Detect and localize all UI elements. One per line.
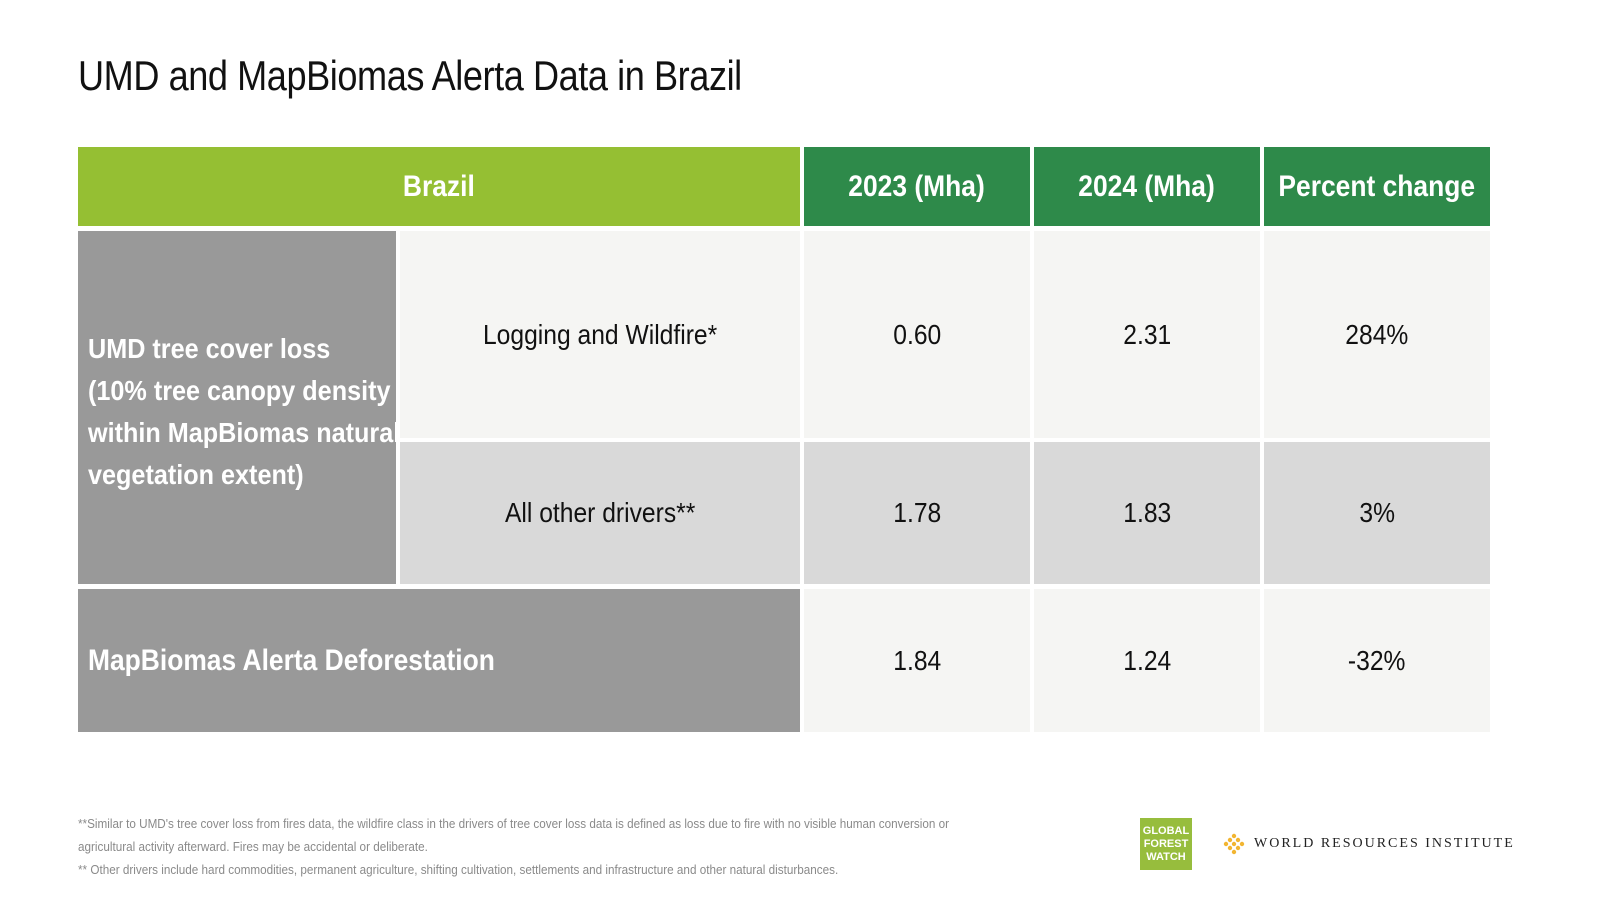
row-mapbiomas-label: MapBiomas Alerta Deforestation	[88, 643, 495, 677]
header-percent-change-label: Percent change	[1278, 169, 1476, 203]
page-title: UMD and MapBiomas Alerta Data in Brazil	[78, 52, 742, 99]
wri-logo: WORLD RESOURCES INSTITUTE	[1222, 832, 1515, 856]
row-other-2023: 1.78	[893, 497, 941, 528]
table-cell: 2.31	[1034, 231, 1260, 438]
row-mapbiomas-2024: 1.24	[1123, 644, 1171, 676]
gfw-logo-line-1: GLOBAL	[1142, 824, 1190, 837]
row-mapbiomas-pct: -32%	[1348, 644, 1406, 676]
table-cell: 1.24	[1034, 589, 1260, 732]
table-row-label: All other drivers**	[400, 442, 800, 584]
row-other-2024: 1.83	[1123, 497, 1171, 528]
header-2023: 2023 (Mha)	[804, 147, 1030, 226]
footnote-1a: **Similar to UMD's tree cover loss from …	[78, 816, 950, 831]
row-logging-pct: 284%	[1345, 318, 1409, 350]
footnotes: **Similar to UMD's tree cover loss from …	[78, 812, 1078, 881]
table-row-label: Logging and Wildfire*	[400, 231, 800, 438]
row-other-pct: 3%	[1359, 497, 1395, 528]
umd-label-line-2: (10% tree canopy density	[88, 374, 391, 406]
row-logging-label: Logging and Wildfire*	[482, 318, 718, 350]
umd-label-line-3: within MapBiomas natural	[88, 416, 401, 448]
header-brazil-label: Brazil	[403, 169, 475, 203]
row-other-label: All other drivers**	[504, 497, 696, 528]
wri-emblem-icon	[1223, 833, 1245, 855]
row-logging-2024: 2.31	[1123, 318, 1171, 350]
table-cell: -32%	[1264, 589, 1490, 732]
row-mapbiomas-2023: 1.84	[893, 644, 941, 676]
footnote-2: ** Other drivers include hard commoditie…	[78, 862, 839, 877]
gfw-logo-line-3: WATCH	[1146, 850, 1186, 863]
header-percent-change: Percent change	[1264, 147, 1490, 226]
table-cell: 0.60	[804, 231, 1030, 438]
header-brazil: Brazil	[78, 147, 800, 226]
table-cell: 1.84	[804, 589, 1030, 732]
header-2024-label: 2024 (Mha)	[1078, 169, 1216, 203]
footnote-1b: agricultural activity afterward. Fires m…	[78, 839, 428, 854]
row-logging-2023: 0.60	[893, 318, 941, 350]
table-cell: 1.78	[804, 442, 1030, 584]
umd-group-label: UMD tree cover loss (10% tree canopy den…	[78, 231, 400, 584]
header-2023-label: 2023 (Mha)	[848, 169, 986, 203]
table-cell: 3%	[1264, 442, 1490, 584]
wri-logo-text: WORLD RESOURCES INSTITUTE	[1254, 836, 1515, 851]
gfw-logo: GLOBAL FOREST WATCH	[1140, 818, 1192, 870]
table-cell: 1.83	[1034, 442, 1260, 584]
umd-label-line-4: vegetation extent)	[88, 458, 304, 490]
table-cell: 284%	[1264, 231, 1490, 438]
mapbiomas-label: MapBiomas Alerta Deforestation	[78, 589, 800, 732]
header-2024: 2024 (Mha)	[1034, 147, 1260, 226]
gfw-logo-line-2: FOREST	[1143, 837, 1189, 850]
umd-label-line-1: UMD tree cover loss	[88, 332, 331, 364]
